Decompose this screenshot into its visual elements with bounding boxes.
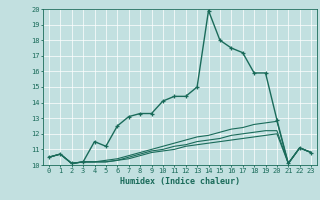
X-axis label: Humidex (Indice chaleur): Humidex (Indice chaleur): [120, 177, 240, 186]
